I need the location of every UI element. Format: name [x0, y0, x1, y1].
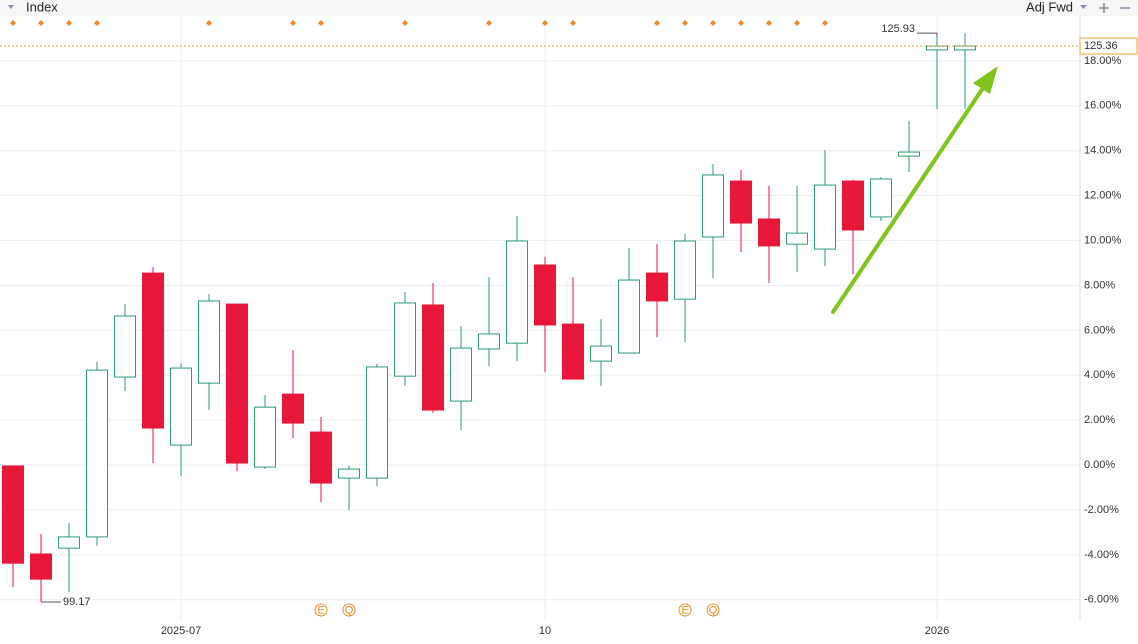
event-marker [314, 603, 328, 617]
dividend-marker [542, 20, 548, 26]
y-tick-label: 14.00% [1084, 145, 1122, 157]
zoom-in[interactable] [1099, 3, 1109, 13]
event-label: Q [709, 604, 718, 616]
candle-body [338, 468, 360, 479]
candle-body [758, 218, 780, 247]
candle-body [226, 303, 248, 464]
candle-body [30, 553, 52, 580]
event-marker [678, 603, 692, 617]
trend-arrow-head [973, 66, 998, 94]
y-tick-label: -4.00% [1084, 549, 1119, 561]
candle-body [618, 279, 640, 354]
candle-body [114, 315, 136, 378]
candle-body [590, 345, 612, 362]
candle-body [870, 178, 892, 218]
y-tick-label: -2.00% [1084, 504, 1119, 516]
last-price-box [1079, 37, 1138, 55]
dividend-marker [794, 20, 800, 26]
y-tick-label: 12.00% [1084, 190, 1122, 202]
candle-body [646, 272, 668, 302]
candle-body [842, 180, 864, 231]
dividend-marker [318, 20, 324, 26]
y-tick-label: 6.00% [1084, 324, 1115, 336]
dividend-marker [38, 20, 44, 26]
y-tick-label: 8.00% [1084, 279, 1115, 291]
candle-body [142, 272, 164, 429]
candle-body [450, 347, 472, 402]
dividend-marker [402, 20, 408, 26]
candle-body [702, 174, 724, 238]
low-label: 99.17 [63, 596, 91, 608]
dividend-marker [10, 20, 16, 26]
adjust-mode[interactable]: Adj Fwd [1026, 0, 1073, 14]
candle-body [534, 264, 556, 326]
candle-body [58, 536, 80, 549]
candle-body [2, 465, 24, 564]
event-label: Q [345, 604, 354, 616]
dividend-marker [570, 20, 576, 26]
candle-body [394, 302, 416, 377]
dividend-marker [94, 20, 100, 26]
event-marker [342, 603, 356, 617]
dividend-marker [682, 20, 688, 26]
candle-body [954, 45, 976, 51]
dividend-marker [738, 20, 744, 26]
candle-body [86, 369, 108, 538]
y-tick-label: 18.00% [1084, 55, 1122, 67]
event-label: E [317, 604, 324, 616]
candle-body [254, 406, 276, 468]
event-marker [706, 603, 720, 617]
menu-arrow[interactable] [8, 5, 14, 9]
candle-body [506, 240, 528, 344]
candle-body [478, 333, 500, 350]
candle-body [282, 393, 304, 424]
candle-body [674, 240, 696, 300]
candle-body [310, 431, 332, 484]
dividend-marker [766, 20, 772, 26]
candle-body [198, 300, 220, 384]
adjust-arrow[interactable] [1080, 5, 1087, 9]
x-tick-label: 2026 [925, 625, 949, 637]
x-tick-label: 2025-07 [161, 625, 201, 637]
y-tick-label: 0.00% [1084, 459, 1115, 471]
candle-body [786, 232, 808, 245]
high-label: 125.93 [881, 23, 915, 35]
y-tick-label: 16.00% [1084, 100, 1122, 112]
trend-arrow [831, 86, 985, 314]
dividend-marker [206, 20, 212, 26]
y-tick-label: -6.00% [1084, 594, 1119, 606]
header-title: Index [26, 0, 58, 14]
y-tick-label: 10.00% [1084, 234, 1122, 246]
dividend-marker [654, 20, 660, 26]
dividend-marker [822, 20, 828, 26]
dividend-marker [710, 20, 716, 26]
candle-body [926, 45, 948, 51]
header-bar [0, 0, 1138, 16]
candle-body [898, 151, 920, 157]
candle-body [422, 304, 444, 411]
x-tick-label: 10 [539, 625, 551, 637]
dividend-marker [486, 20, 492, 26]
event-label: E [681, 604, 688, 616]
candle-body [170, 367, 192, 446]
last-price-label: 125.36 [1084, 40, 1118, 52]
candle-body [730, 180, 752, 224]
dividend-marker [290, 20, 296, 26]
y-tick-label: 2.00% [1084, 414, 1115, 426]
candle-body [814, 184, 836, 250]
y-tick-label: 4.00% [1084, 369, 1115, 381]
candle-body [366, 366, 388, 479]
dividend-marker [66, 20, 72, 26]
candle-body [562, 323, 584, 380]
